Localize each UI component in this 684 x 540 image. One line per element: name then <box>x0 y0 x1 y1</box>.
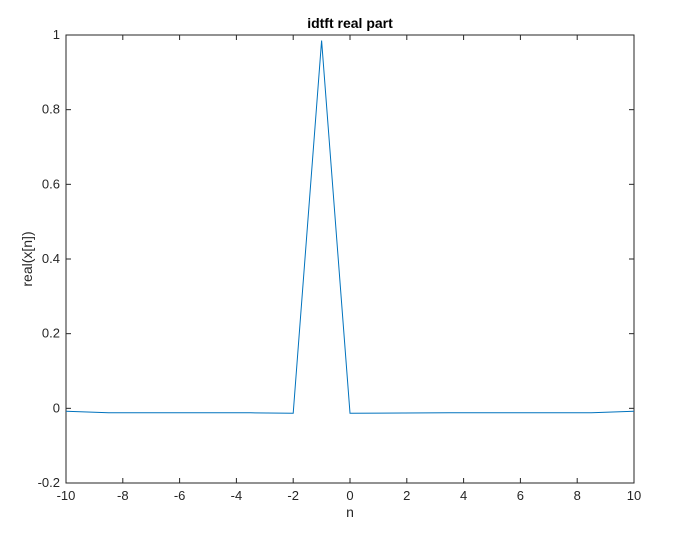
y-tick-label: 1 <box>53 27 60 42</box>
x-tick-label: 6 <box>517 488 524 503</box>
x-axis-title: n <box>346 504 354 520</box>
series-layer <box>65 40 635 414</box>
x-tick-label: -8 <box>117 488 129 503</box>
y-tick-label: 0.4 <box>42 251 60 266</box>
y-axis-ticks: -0.2 0 0.2 0.4 0.6 0.8 1 <box>38 27 634 490</box>
y-tick-label: 0.8 <box>42 102 60 117</box>
y-tick-label: 0.2 <box>42 326 60 341</box>
x-tick-label: 8 <box>574 488 581 503</box>
y-tick-label: 0.6 <box>42 176 60 191</box>
series-line <box>65 40 635 414</box>
x-tick-label: 10 <box>627 488 641 503</box>
y-axis-title: real(x[n]) <box>19 231 35 286</box>
x-tick-label: 4 <box>460 488 467 503</box>
y-tick-label: -0.2 <box>38 475 60 490</box>
chart-title: idtft real part <box>307 15 393 31</box>
x-tick-label: -10 <box>57 488 76 503</box>
x-tick-label: 2 <box>403 488 410 503</box>
x-tick-label: -2 <box>287 488 299 503</box>
x-tick-label: -4 <box>231 488 243 503</box>
x-tick-label: -6 <box>174 488 186 503</box>
y-tick-label: 0 <box>53 400 60 415</box>
plot-area <box>65 34 635 484</box>
x-tick-label: 0 <box>346 488 353 503</box>
x-axis-ticks: -10 -8 -6 -4 -2 0 2 4 6 8 10 <box>57 35 641 503</box>
